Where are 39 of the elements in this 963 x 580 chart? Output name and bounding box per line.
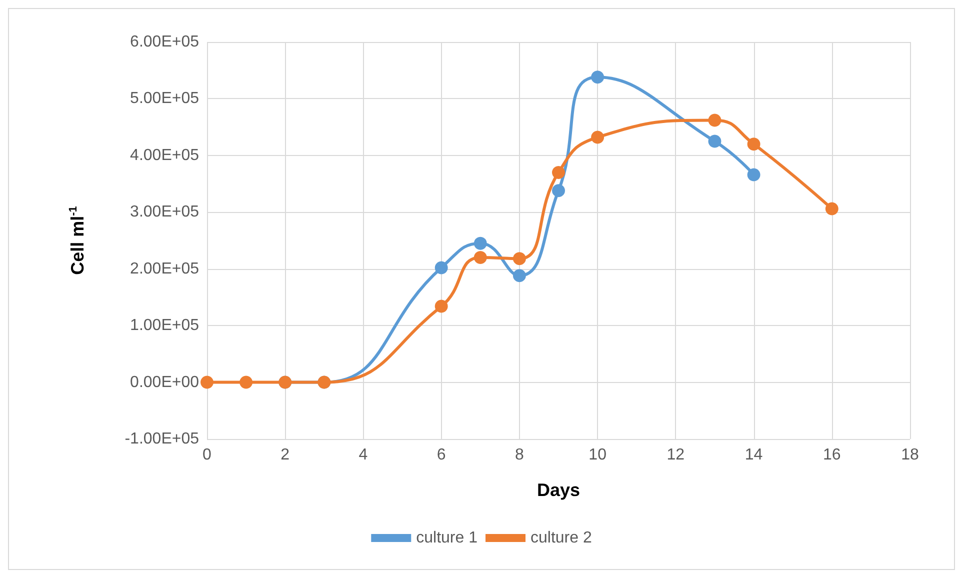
point: [512, 252, 526, 266]
point: [747, 138, 760, 151]
x-tick-label: 2: [280, 446, 290, 464]
x-tick-label: 10: [588, 446, 607, 464]
y-tick-label: -1.00E+05: [124, 430, 200, 448]
point: [512, 269, 526, 282]
point: [552, 184, 565, 198]
point: [474, 236, 487, 250]
point: [240, 376, 253, 389]
x-tick-label: 14: [744, 446, 763, 464]
point: [434, 300, 448, 313]
x-tick-label: 8: [514, 446, 524, 464]
point: [200, 376, 214, 389]
point: [474, 251, 487, 264]
x-tick-label: 4: [358, 446, 368, 464]
y-tick-label: 4.00E+05: [130, 146, 200, 164]
x-tick-label: 0: [202, 446, 212, 464]
x-axis-title: Days: [536, 480, 580, 500]
legend-label: culture 2: [530, 530, 592, 546]
y-tick-label: 5.00E+05: [130, 90, 200, 108]
point: [591, 70, 604, 84]
point: [747, 168, 760, 182]
point: [708, 134, 722, 148]
y-tick-label: 0.00E+00: [130, 374, 200, 391]
point: [708, 114, 722, 127]
y-tick-label: 3.00E+05: [130, 204, 200, 221]
y-tick-label: 1.00E+05: [130, 317, 200, 334]
y-tick-label: 2.00E+05: [130, 260, 200, 278]
x-tick-label: 18: [901, 446, 919, 464]
point: [591, 130, 604, 144]
x-tick-label: 16: [822, 446, 841, 464]
point: [552, 166, 565, 179]
point: [434, 261, 448, 274]
legend-label: culture 1: [416, 530, 478, 546]
y-axis-title: Cell ml-1: [68, 206, 88, 275]
point: [825, 202, 838, 216]
y-tick-label: 6.00E+05: [130, 34, 200, 50]
x-tick-label: 6: [436, 446, 446, 464]
x-tick-label: 12: [666, 446, 685, 464]
